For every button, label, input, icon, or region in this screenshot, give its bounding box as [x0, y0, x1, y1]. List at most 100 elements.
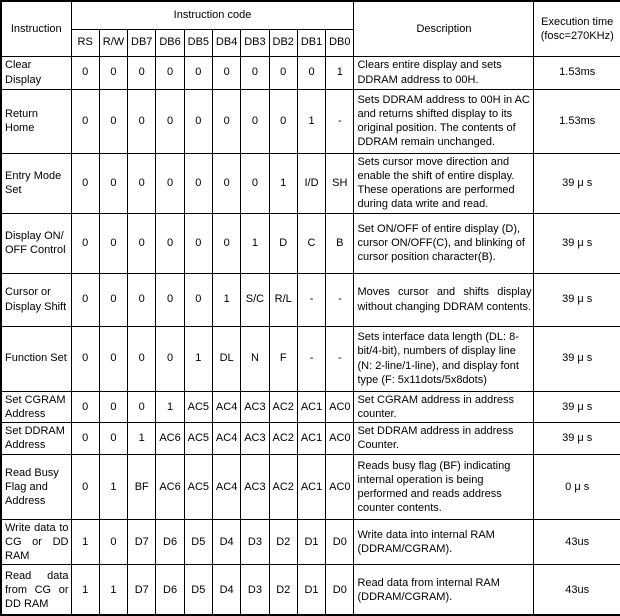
code-bit: 0: [240, 88, 270, 154]
code-column-header: DB5: [183, 28, 213, 57]
code-bit: D: [268, 212, 298, 274]
code-bit: 0: [127, 325, 157, 392]
instruction-description: Set CGRAM address in address counter.: [353, 390, 535, 423]
code-bit: 1: [211, 272, 242, 327]
header-row-code-bits: RS R/W DB7 DB6 DB5 DB4 DB3 DB2 DB1 DB0: [1, 28, 620, 57]
execution-time: 1.53ms: [533, 88, 620, 154]
code-bit: D4: [211, 563, 242, 616]
code-bit: 0: [268, 88, 298, 154]
code-bit: D2: [268, 518, 298, 565]
code-bit: 1: [98, 563, 129, 616]
code-column-header: R/W: [98, 28, 129, 57]
code-bit: 0: [155, 88, 185, 154]
code-bit: 0: [240, 55, 270, 90]
code-bit: 0: [211, 152, 242, 214]
code-bit: 0: [127, 55, 157, 90]
code-bit: 1: [70, 563, 100, 616]
code-bit: D2: [268, 563, 298, 616]
code-bit: 0: [98, 88, 129, 154]
code-bit: 0: [211, 88, 242, 154]
code-bit: C: [296, 212, 327, 274]
code-bit: 0: [70, 272, 100, 327]
code-bit: AC5: [183, 421, 213, 455]
code-bit: 0: [98, 55, 129, 90]
table-row: Display ON/ OFF Control 0 0 0 0 0 0 1 D C B Set ON/…: [0, 212, 620, 274]
code-bit: 0: [211, 55, 242, 90]
code-bit: 0: [127, 152, 157, 214]
code-bit: 0: [268, 55, 298, 90]
code-bit: AC0: [325, 421, 355, 455]
code-bit: 0: [183, 212, 213, 274]
code-bit: 0: [183, 272, 213, 327]
code-bit: AC0: [325, 453, 355, 520]
code-bit: AC3: [240, 421, 270, 455]
code-bit: AC5: [183, 390, 213, 423]
code-bit: 1: [183, 325, 213, 392]
code-bit: AC4: [211, 421, 242, 455]
code-bit: D0: [325, 563, 355, 616]
code-bit: 0: [70, 325, 100, 392]
code-bit: 1: [325, 55, 355, 90]
code-bit: AC2: [268, 453, 298, 520]
execution-time: 39 μ s: [533, 272, 620, 327]
code-bit: AC5: [183, 453, 213, 520]
table-row: Clear Display 0 0 0 0 0 0 0 0 0 1 Clears entire dis…: [0, 55, 620, 90]
code-bit: 1: [98, 453, 129, 520]
instruction-name: Write data to CG or DD RAM: [0, 518, 72, 565]
instruction-description: Set DDRAM address in address Counter.: [353, 421, 535, 455]
instruction-description: Read data from internal RAM (DDRAM/CGRAM…: [353, 563, 535, 616]
code-bit: 0: [98, 272, 129, 327]
code-bit: D7: [127, 518, 157, 565]
code-bit: 0: [70, 453, 100, 520]
code-bit: -: [325, 88, 355, 154]
instruction-name: Return Home: [0, 88, 72, 154]
code-bit: 0: [155, 152, 185, 214]
code-bit: 1: [268, 152, 298, 214]
table-body: Clear Display 0 0 0 0 0 0 0 0 0 1 Clears entire dis…: [0, 55, 620, 616]
table-row: Read Busy Flag and Address 0 1 BF AC6 AC5 AC4 A…: [0, 453, 620, 520]
instruction-description: Clears entire display and sets DDRAM add…: [353, 55, 535, 90]
code-column-header: RS: [70, 28, 100, 57]
code-bit: AC1: [296, 421, 327, 455]
execution-time: 0 μ s: [533, 453, 620, 520]
code-column-header: DB2: [268, 28, 298, 57]
col-header-instruction: Instruction: [0, 0, 72, 57]
instruction-name: Set DDRAM Address: [0, 421, 72, 455]
code-bit: AC4: [211, 390, 242, 423]
code-bit: AC2: [268, 390, 298, 423]
code-bit: 0: [70, 152, 100, 214]
code-bit: I/D: [296, 152, 327, 214]
code-bit: AC1: [296, 390, 327, 423]
instruction-name: Entry Mode Set: [0, 152, 72, 214]
code-bit: 0: [155, 55, 185, 90]
code-bit: -: [325, 325, 355, 392]
code-bit: 0: [70, 212, 100, 274]
code-bit: 0: [98, 518, 129, 565]
col-header-description: Description: [353, 0, 535, 57]
code-bit: D1: [296, 518, 327, 565]
execution-time: 43us: [533, 518, 620, 565]
code-bit: 0: [70, 390, 100, 423]
table-header: Instruction Instruction code Description…: [0, 0, 620, 57]
code-bit: SH: [325, 152, 355, 214]
code-bit: AC6: [155, 453, 185, 520]
code-bit: 0: [155, 325, 185, 392]
code-bit: 0: [211, 212, 242, 274]
code-bit: 0: [127, 88, 157, 154]
code-bit: S/C: [240, 272, 270, 327]
code-bit: -: [296, 325, 327, 392]
code-bit: 0: [70, 88, 100, 154]
code-column-header: DB1: [296, 28, 327, 57]
code-bit: 1: [127, 421, 157, 455]
instruction-name: Cursor or Display Shift: [0, 272, 72, 327]
code-bit: 0: [127, 272, 157, 327]
code-bit: 0: [240, 152, 270, 214]
code-bit: -: [325, 272, 355, 327]
instruction-description: Write data into internal RAM (DDRAM/CGRA…: [353, 518, 535, 565]
code-bit: 0: [70, 55, 100, 90]
code-bit: B: [325, 212, 355, 274]
code-bit: 0: [155, 212, 185, 274]
code-bit: 0: [98, 421, 129, 455]
code-bit: BF: [127, 453, 157, 520]
